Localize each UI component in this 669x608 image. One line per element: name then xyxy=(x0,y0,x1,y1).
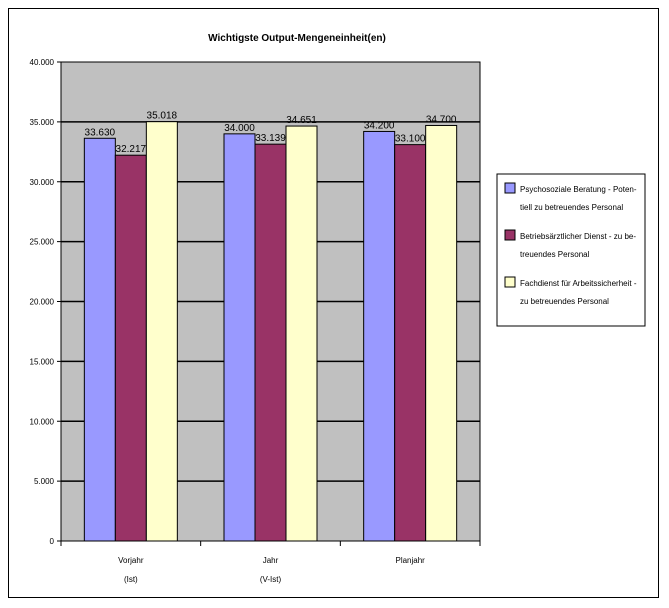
y-tick-label: 30.000 xyxy=(30,178,55,187)
legend-swatch xyxy=(504,229,516,241)
bar xyxy=(145,121,178,542)
data-label: 34.200 xyxy=(364,120,395,131)
legend-box xyxy=(496,173,646,327)
bar xyxy=(285,125,318,542)
bar xyxy=(114,154,147,542)
bar xyxy=(363,130,396,542)
y-tick-label: 15.000 xyxy=(30,357,55,366)
x-tick-label: Planjahr xyxy=(395,556,425,565)
legend-label: Fachdienst für Arbeitssicherheit - xyxy=(520,279,637,288)
bar-chart: Wichtigste Output-Mengeneinheit(en) 0 5.0… xyxy=(30,33,646,584)
y-tick-label: 0 xyxy=(50,537,55,546)
bar xyxy=(254,143,287,542)
plot-area: 0 5.000 10.000 15.000 20.000 25.000 30.000 35.0… xyxy=(30,58,481,584)
y-tick-label: 25.000 xyxy=(30,238,55,247)
bar xyxy=(223,133,256,542)
x-tick-label: Vorjahr xyxy=(118,556,144,565)
data-label: 33.139 xyxy=(255,133,286,144)
y-tick-label: 40.000 xyxy=(30,58,55,67)
data-label: 34.700 xyxy=(426,114,457,125)
legend-label: treuendes Personal xyxy=(520,250,590,259)
chart-title: Wichtigste Output-Mengeneinheit(en) xyxy=(208,33,386,44)
x-tick-label: Jahr xyxy=(263,556,279,565)
bar xyxy=(394,144,427,542)
y-tick-label: 5.000 xyxy=(34,477,55,486)
y-tick-label: 10.000 xyxy=(30,417,55,426)
data-label: 35.018 xyxy=(147,111,178,122)
legend-label: tiell zu betreuendes Personal xyxy=(520,203,623,212)
chart-frame: Wichtigste Output-Mengeneinheit(en) 0 5.0… xyxy=(8,8,659,598)
y-tick-label: 20.000 xyxy=(30,298,55,307)
legend-label: Psychosoziale Beratung - Poten- xyxy=(520,185,637,194)
data-label: 33.100 xyxy=(395,134,426,145)
x-tick-label: (Ist) xyxy=(124,575,138,584)
legend-swatch xyxy=(504,276,516,288)
legend-swatch xyxy=(504,182,516,194)
data-label: 34.651 xyxy=(286,115,317,126)
y-tick-label: 35.000 xyxy=(30,118,55,127)
bar xyxy=(425,124,458,542)
data-label: 33.630 xyxy=(85,127,116,138)
legend-label: Betriebsärztlicher Dienst - zu be- xyxy=(520,232,636,241)
data-label: 34.000 xyxy=(224,123,255,134)
legend: Psychosoziale Beratung - Poten-tiell zu … xyxy=(496,173,646,327)
legend-label: zu betreuendes Personal xyxy=(520,297,609,306)
x-tick-label: (V-Ist) xyxy=(260,575,282,584)
bar xyxy=(83,137,116,542)
data-label: 32.217 xyxy=(116,144,147,155)
